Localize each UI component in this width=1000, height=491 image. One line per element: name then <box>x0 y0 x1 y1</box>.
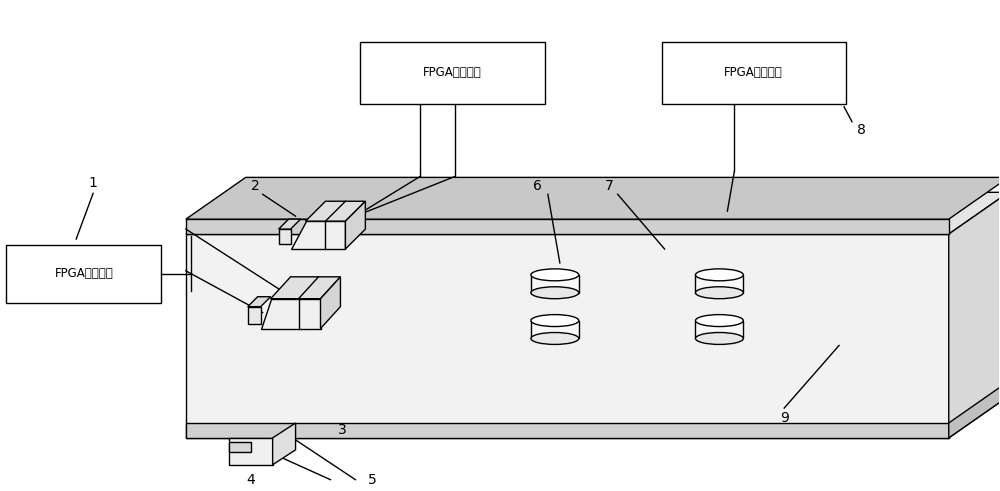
Polygon shape <box>186 423 949 438</box>
Polygon shape <box>229 438 273 465</box>
Polygon shape <box>345 201 365 249</box>
Ellipse shape <box>531 287 579 299</box>
Text: 8: 8 <box>857 123 865 136</box>
Polygon shape <box>261 299 321 328</box>
Text: 3: 3 <box>338 423 347 437</box>
Text: 2: 2 <box>251 179 260 193</box>
Text: 7: 7 <box>605 179 614 193</box>
Text: FPGA发射系统: FPGA发射系统 <box>423 66 482 80</box>
Bar <box>531 321 579 338</box>
Polygon shape <box>271 277 340 299</box>
Text: 9: 9 <box>780 411 789 425</box>
Ellipse shape <box>695 269 743 281</box>
Text: 6: 6 <box>533 179 542 193</box>
Polygon shape <box>186 192 1000 234</box>
Polygon shape <box>248 307 261 324</box>
Polygon shape <box>291 221 345 249</box>
Polygon shape <box>229 442 251 452</box>
Polygon shape <box>279 229 291 244</box>
Ellipse shape <box>695 332 743 345</box>
Text: 4: 4 <box>246 473 255 487</box>
Polygon shape <box>186 219 949 234</box>
Polygon shape <box>186 234 949 438</box>
Bar <box>6 245 161 302</box>
Ellipse shape <box>695 287 743 299</box>
Text: 5: 5 <box>368 473 377 487</box>
Bar <box>662 42 846 104</box>
Bar <box>695 321 743 338</box>
Polygon shape <box>186 177 1000 219</box>
Ellipse shape <box>531 332 579 345</box>
Polygon shape <box>273 423 296 465</box>
Ellipse shape <box>531 269 579 281</box>
Text: FPGA发射系统: FPGA发射系统 <box>55 267 114 280</box>
Polygon shape <box>321 277 340 328</box>
Polygon shape <box>949 381 1000 438</box>
Polygon shape <box>248 297 271 307</box>
Polygon shape <box>949 192 1000 438</box>
Polygon shape <box>306 201 365 221</box>
Ellipse shape <box>695 315 743 327</box>
Bar <box>695 275 743 293</box>
Text: 1: 1 <box>89 176 98 191</box>
Text: FPGA接收系统: FPGA接收系统 <box>724 66 783 80</box>
Bar <box>531 275 579 293</box>
Bar <box>360 42 545 104</box>
Polygon shape <box>279 219 301 229</box>
Ellipse shape <box>531 315 579 327</box>
